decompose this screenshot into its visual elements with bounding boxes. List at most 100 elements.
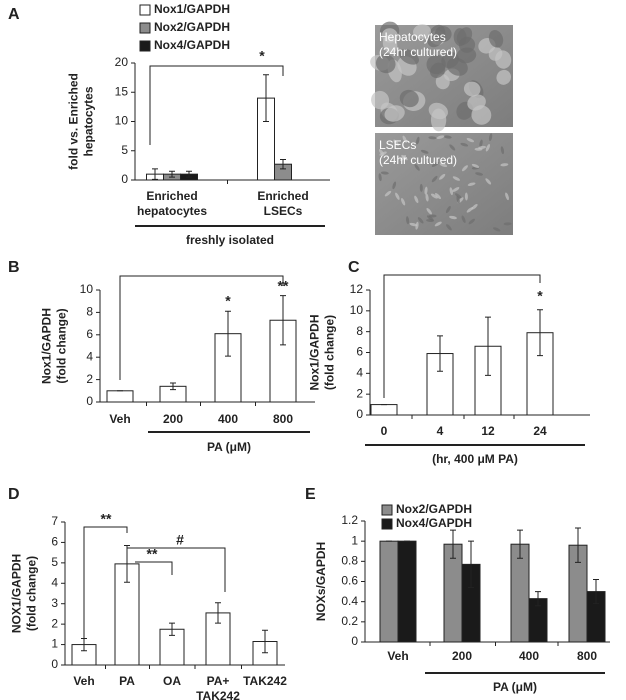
y-tick-label: 4	[86, 349, 93, 363]
cell	[431, 175, 438, 183]
x-tick-label: TAK242	[243, 674, 287, 688]
x-axis-label: PA (μM)	[207, 440, 251, 454]
legend-label: Nox2/GAPDH	[154, 20, 230, 34]
x-tick-label: Veh	[387, 649, 408, 663]
legend-label: Nox2/GAPDH	[396, 502, 472, 516]
cell	[424, 186, 428, 195]
x-tick-label: 200	[163, 412, 183, 426]
y-tick-label: 12	[350, 282, 364, 296]
cell	[420, 149, 429, 154]
cell	[430, 108, 447, 132]
cell	[503, 222, 512, 226]
annotation: **	[278, 278, 289, 294]
error-bar	[169, 622, 175, 636]
cell	[467, 182, 476, 187]
cell	[378, 149, 385, 156]
y-tick-label: 2	[356, 386, 363, 400]
cell	[471, 163, 480, 168]
annotation: **	[101, 511, 112, 527]
panel-label: E	[305, 486, 316, 503]
cell	[378, 173, 382, 182]
cell	[393, 139, 399, 146]
x-axis-label: (hr, 400 μM PA)	[432, 452, 518, 466]
annotation: *	[259, 48, 265, 64]
x-tick-label: 400	[218, 412, 238, 426]
bracket	[119, 275, 284, 380]
cell	[375, 54, 396, 74]
cell	[456, 195, 460, 204]
y-axis-label: Nox1/GAPDH(fold change)	[40, 308, 69, 384]
cell	[449, 215, 457, 220]
x-axis-label: PA (μM)	[493, 680, 537, 694]
y-tick-label: 15	[115, 84, 129, 98]
cell	[461, 215, 466, 224]
x-tick-label: Enriched LSECs	[257, 189, 308, 218]
cell	[467, 94, 486, 111]
cell	[500, 146, 505, 155]
cell	[454, 193, 462, 199]
bracket	[135, 561, 173, 575]
y-tick-label: 8	[356, 324, 363, 338]
y-tick-label: 1.2	[341, 513, 358, 527]
y-tick-label: 0.2	[341, 614, 358, 628]
legend-swatch	[139, 40, 151, 52]
y-axis-label: Nox1/GAPDH(fold change)	[308, 314, 337, 390]
legend-swatch	[139, 4, 151, 16]
cell	[446, 224, 452, 231]
cell	[384, 190, 392, 197]
error-bar	[263, 74, 269, 122]
cell	[471, 203, 478, 210]
cell	[401, 198, 406, 206]
error-bar	[225, 310, 231, 357]
y-tick-label: 4	[51, 575, 58, 589]
error-bar	[262, 629, 268, 654]
bracket	[83, 526, 128, 640]
panel-label: D	[8, 486, 20, 503]
error-bar	[215, 602, 221, 624]
cell	[417, 217, 424, 224]
y-axis-label: NOX1/GAPDH(fold change)	[10, 554, 39, 633]
cell	[427, 24, 446, 48]
y-tick-label: 0.4	[341, 594, 358, 608]
error-bar	[437, 335, 443, 372]
x-tick-label: 800	[577, 649, 597, 663]
error-bar	[485, 316, 491, 376]
cell	[426, 219, 435, 223]
error-bar	[517, 529, 523, 559]
legend-swatch	[381, 504, 393, 516]
error-bar	[537, 309, 543, 357]
panel-label: B	[8, 259, 20, 276]
error-bar	[535, 591, 541, 607]
error-bar	[152, 168, 158, 180]
y-tick-label: 4	[356, 366, 363, 380]
legend-label: Nox4/GAPDH	[396, 516, 472, 530]
cell	[505, 192, 509, 201]
cell	[426, 207, 432, 215]
annotation: *	[537, 288, 543, 304]
x-tick-label: Veh	[109, 412, 130, 426]
error-bar	[280, 159, 286, 170]
y-tick-label: 5	[51, 555, 58, 569]
x-tick-label: 4	[437, 424, 444, 438]
cell	[384, 105, 405, 122]
error-bar	[169, 170, 175, 178]
y-tick-label: 10	[350, 303, 364, 317]
cell	[409, 222, 418, 227]
error-bar	[280, 295, 286, 346]
cell	[485, 178, 492, 185]
y-tick-label: 0	[351, 634, 358, 648]
y-tick-label: 5	[121, 143, 128, 157]
bracket	[127, 547, 226, 592]
y-tick-label: 7	[51, 514, 58, 528]
x-tick-label: 12	[481, 424, 495, 438]
y-tick-label: 10	[115, 114, 129, 128]
image-label: LSECs (24hr cultured)	[379, 138, 457, 167]
cell	[382, 35, 398, 54]
cell	[464, 192, 468, 201]
y-tick-label: 0	[356, 407, 363, 421]
cell	[399, 89, 419, 108]
cell	[463, 81, 481, 97]
y-tick-label: 2	[86, 372, 93, 386]
cell	[400, 154, 407, 162]
